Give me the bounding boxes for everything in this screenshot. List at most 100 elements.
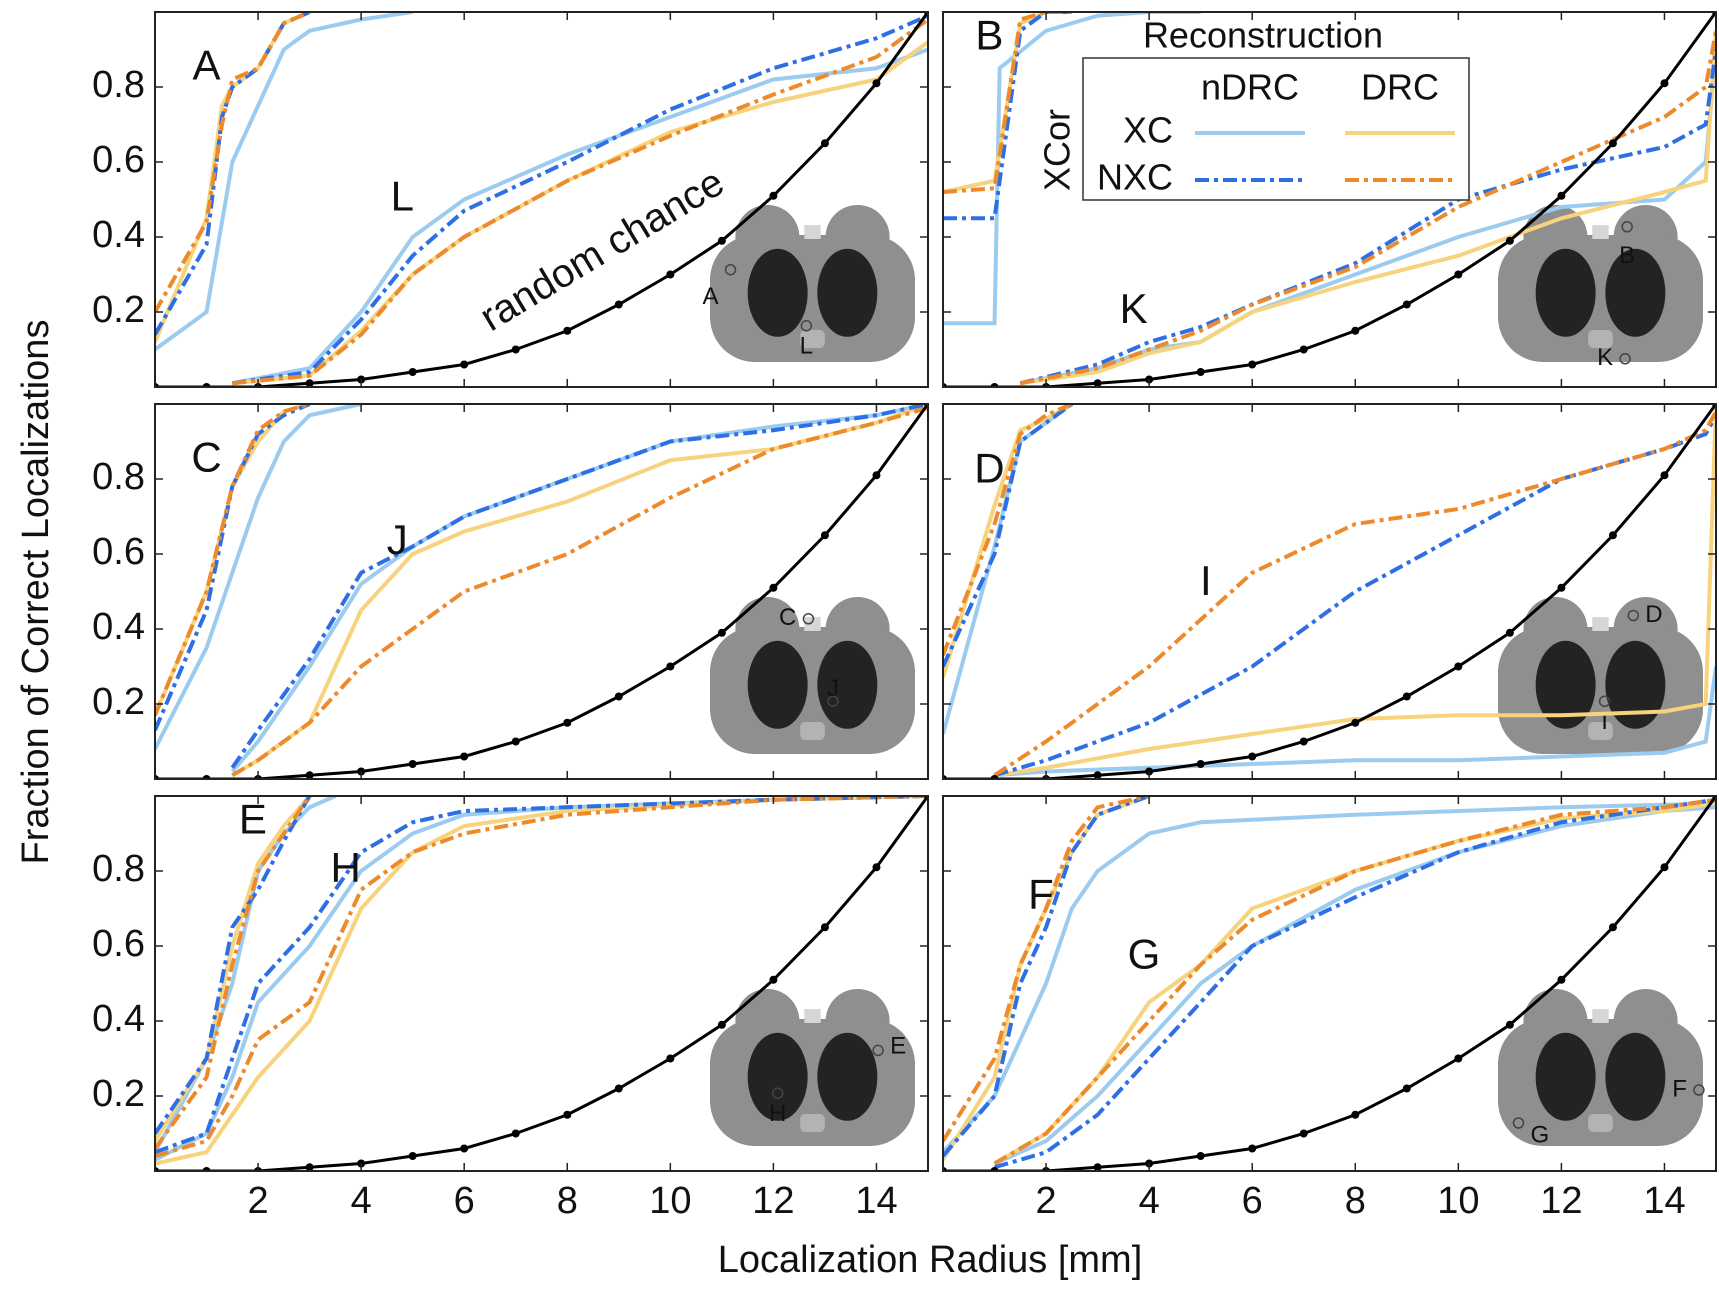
panel: AL0.20.40.60.8 AL random chance xyxy=(92,11,929,388)
x-tick-label: 4 xyxy=(1139,1180,1160,1222)
curve xyxy=(231,405,928,777)
random-chance-point xyxy=(717,628,726,637)
inset-lung xyxy=(817,1032,878,1121)
random-chance-point xyxy=(872,79,881,88)
inset-lesion-marker xyxy=(1693,1084,1705,1096)
random-chance-point xyxy=(1351,326,1360,335)
curve xyxy=(943,801,1716,1154)
curve xyxy=(1019,30,1716,386)
y-tick-label: 0.8 xyxy=(92,456,145,498)
y-tick-label: 0.8 xyxy=(92,64,145,106)
random-chance-point xyxy=(1248,1144,1257,1153)
inset-lung xyxy=(747,640,808,729)
inset-lesion-label: D xyxy=(1645,601,1662,628)
random-chance-point xyxy=(820,531,829,540)
inset-image: BK xyxy=(1498,205,1703,371)
x-tick-label: 12 xyxy=(1540,1180,1582,1222)
random-chance-point xyxy=(1402,692,1411,701)
inset-lesion-label: H xyxy=(769,1100,786,1127)
curve xyxy=(232,13,928,386)
curve xyxy=(943,404,1074,668)
inset-lesion-label: E xyxy=(890,1032,906,1059)
random-chance-point xyxy=(1454,662,1463,671)
curve xyxy=(943,404,1073,679)
inset-spine xyxy=(1588,722,1613,740)
random-chance-point xyxy=(563,718,572,727)
x-axis-label: Localization Radius [mm] xyxy=(718,1239,1143,1281)
random-chance-point xyxy=(769,975,778,984)
lesion-label: D xyxy=(974,445,1004,492)
inset-lesion-marker xyxy=(1621,221,1633,233)
random-chance-point xyxy=(614,300,623,309)
inset-spine xyxy=(1588,1114,1613,1132)
random-chance-line xyxy=(943,12,1716,387)
y-tick-label: 0.6 xyxy=(92,139,145,181)
random-chance-point xyxy=(1557,191,1566,200)
inset-spine xyxy=(804,617,821,631)
random-chance-point xyxy=(1248,360,1257,369)
inset-lesion-marker xyxy=(827,695,839,708)
random-chance-point xyxy=(460,752,469,761)
curve xyxy=(994,404,1716,778)
random-chance-point xyxy=(460,360,469,369)
curve xyxy=(994,666,1716,778)
x-tick-label: 4 xyxy=(351,1180,372,1222)
inset-lesion-marker xyxy=(800,320,813,332)
x-tick-label: 12 xyxy=(752,1180,794,1222)
random-chance-point xyxy=(1093,771,1102,779)
inset-lung xyxy=(1605,1032,1666,1121)
legend-column-label: nDRC xyxy=(1201,67,1299,108)
random-chance-point xyxy=(1505,236,1514,245)
inset-lesion-label: B xyxy=(1619,242,1635,269)
series-group xyxy=(155,404,928,779)
lesion-label: B xyxy=(975,11,1003,58)
random-chance-point xyxy=(872,863,881,872)
inset-lesion-marker xyxy=(771,1087,784,1100)
y-tick-label: 0.2 xyxy=(92,681,145,723)
random-chance-point xyxy=(1557,975,1566,984)
inset-lung xyxy=(1535,1032,1596,1121)
inset-lesion-marker xyxy=(872,1044,884,1057)
random-chance-point xyxy=(1248,752,1257,761)
curve xyxy=(230,404,928,769)
panel-frame xyxy=(942,403,1717,780)
panel-frame xyxy=(154,795,929,1172)
inset-lesion-marker xyxy=(724,263,737,276)
inset-spine xyxy=(804,1009,821,1023)
curve xyxy=(155,796,928,1166)
x-tick-label: 8 xyxy=(1345,1180,1366,1222)
random-chance-point xyxy=(1299,345,1308,354)
legend-row-label: NXC xyxy=(1097,157,1173,198)
random-chance-point xyxy=(614,692,623,701)
inset-lesion-label: F xyxy=(1672,1075,1687,1102)
inset-spine xyxy=(1592,1009,1609,1023)
lesion-label: K xyxy=(1120,285,1148,332)
inset-spine xyxy=(1588,330,1613,348)
x-tick-label: 2 xyxy=(247,1180,268,1222)
inset-lesion-label: L xyxy=(800,333,813,360)
curve xyxy=(1020,30,1716,386)
lesion-label: H xyxy=(331,844,361,891)
inset-lung xyxy=(1535,248,1596,337)
y-tick-label: 0.6 xyxy=(92,531,145,573)
legend-title: Reconstruction xyxy=(1143,15,1383,56)
series-group xyxy=(155,12,928,387)
random-chance-point xyxy=(717,1020,726,1029)
random-chance-point xyxy=(1660,471,1669,480)
curve xyxy=(155,404,311,717)
panel-frame xyxy=(154,11,929,388)
random-chance-line xyxy=(943,404,1716,779)
random-chance-point xyxy=(1660,863,1669,872)
random-chance-point xyxy=(305,771,314,779)
series-group xyxy=(943,404,1716,779)
curve xyxy=(232,17,928,386)
inset-lung xyxy=(747,248,808,337)
random-chance-point xyxy=(1608,139,1617,148)
random-chance-point xyxy=(1608,531,1617,540)
curve xyxy=(155,796,928,1158)
inset-lesion-label: A xyxy=(702,283,718,310)
x-tick-label: 8 xyxy=(557,1180,578,1222)
